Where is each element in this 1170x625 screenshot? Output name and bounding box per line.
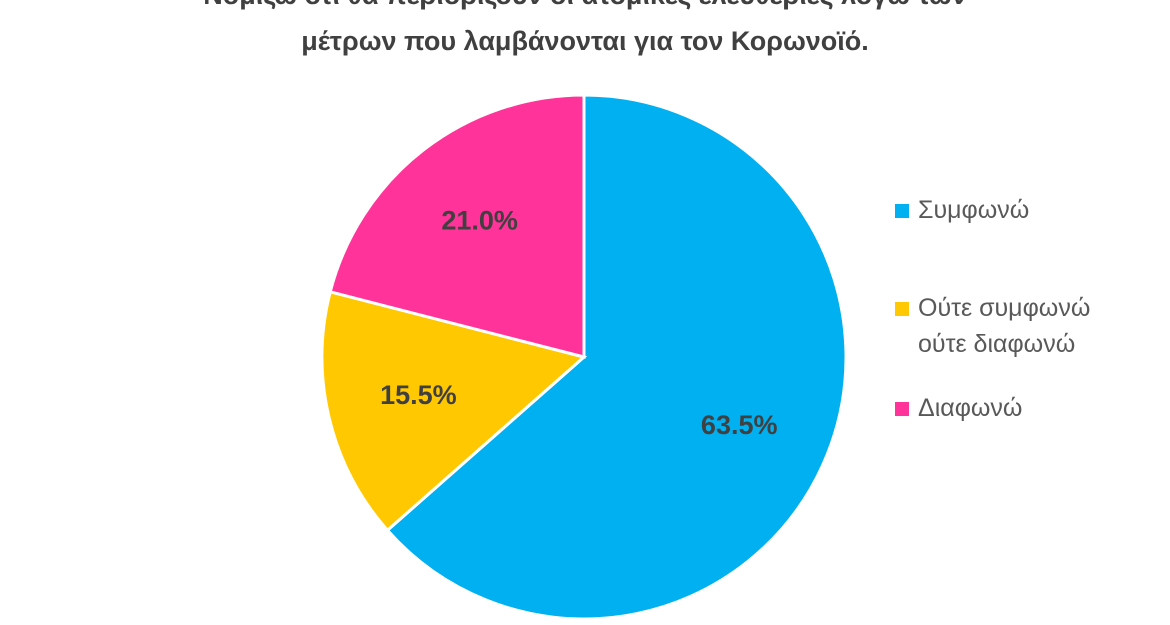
chart-title-line-2: μέτρων που λαμβάνονται για τον Κορωνοϊό. — [301, 26, 869, 56]
legend-label-agree: Συμφωνώ — [918, 196, 1030, 224]
pie-slice-neutral — [320, 290, 588, 533]
pie-data-labels: 63.5% 15.5% 21.0% — [380, 206, 777, 441]
legend-item-neutral: Ούτε συμφωνώ ούτε διαφωνώ — [895, 290, 1138, 362]
legend-swatch-neutral — [895, 302, 909, 316]
data-label-agree: 63.5% — [701, 410, 778, 440]
chart-title-line-1: Νομίζω ότι θα περιορίζουν οι ατομικές ελ… — [0, 0, 1170, 11]
pie-slice-disagree — [328, 93, 586, 359]
data-label-disagree: 21.0% — [441, 206, 518, 236]
pie-slices — [320, 93, 848, 621]
legend-item-disagree: Διαφωνώ — [895, 390, 1138, 426]
pie-slice-agree — [385, 93, 848, 621]
data-label-neutral: 15.5% — [380, 380, 457, 410]
legend-item-agree: Συμφωνώ — [895, 192, 1138, 228]
legend-swatch-agree — [895, 204, 909, 218]
legend-label-disagree: Διαφωνώ — [918, 394, 1023, 422]
legend-swatch-disagree — [895, 402, 909, 416]
legend-label-neutral: Ούτε συμφωνώ ούτε διαφωνώ — [918, 294, 1091, 358]
